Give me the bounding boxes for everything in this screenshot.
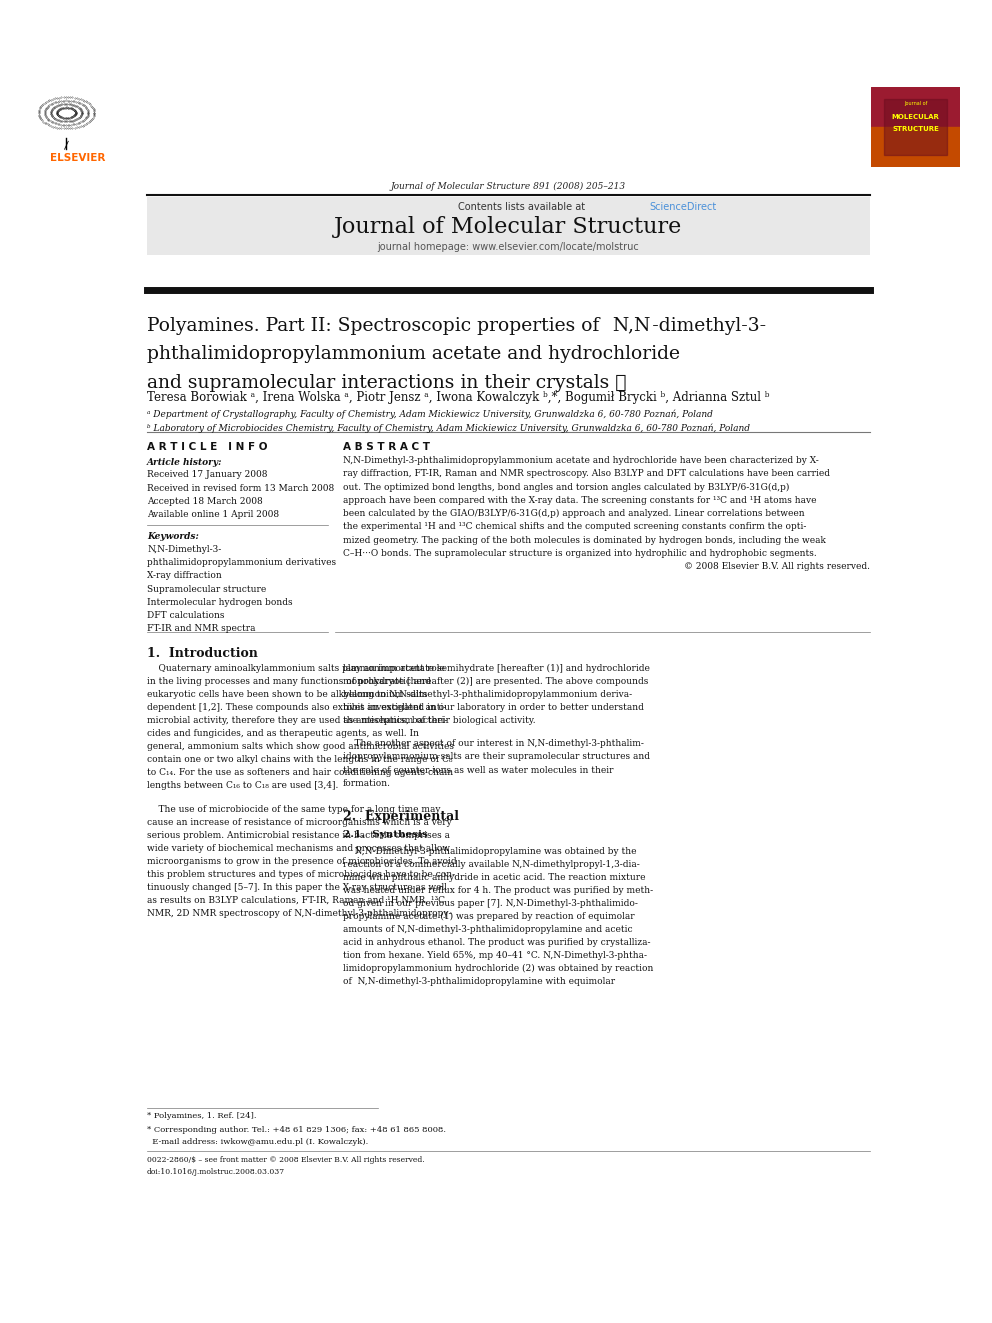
Text: monohydrate [hereafter (2)] are presented. The above compounds: monohydrate [hereafter (2)] are presente… [343, 677, 649, 687]
Text: 1.  Introduction: 1. Introduction [147, 647, 258, 660]
Text: microorganisms to grow in the presence of microbiocides. To avoid: microorganisms to grow in the presence o… [147, 857, 456, 865]
Text: idopropylammonium salts are their supramolecular structures and: idopropylammonium salts are their supram… [343, 753, 650, 762]
Text: in the living processes and many functions of prokaryotic and: in the living processes and many functio… [147, 677, 431, 687]
Text: phthalimidopropylammonium acetate and hydrochloride: phthalimidopropylammonium acetate and hy… [147, 345, 681, 364]
Text: Supramolecular structure: Supramolecular structure [147, 585, 266, 594]
Text: 2.1.  Synthesis: 2.1. Synthesis [343, 831, 428, 839]
Text: ScienceDirect: ScienceDirect [650, 201, 717, 212]
Text: this problem structures and types of microbiocides have to be con-: this problem structures and types of mic… [147, 869, 455, 878]
Bar [871, 127, 960, 167]
Text: cides and fungicides, and as therapeutic agents, as well. In: cides and fungicides, and as therapeutic… [147, 729, 419, 738]
Text: Contents lists available at: Contents lists available at [458, 201, 588, 212]
Text: mized geometry. The packing of the both molecules is dominated by hydrogen bonds: mized geometry. The packing of the both … [343, 536, 826, 545]
Text: phthalimidopropylammonium derivatives: phthalimidopropylammonium derivatives [147, 558, 336, 568]
Text: out. The optimized bond lengths, bond angles and torsion angles calculated by B3: out. The optimized bond lengths, bond an… [343, 483, 790, 492]
Text: E-mail address: iwkow@amu.edu.pl (I. Kowalczyk).: E-mail address: iwkow@amu.edu.pl (I. Kow… [147, 1138, 368, 1146]
Text: X-ray diffraction: X-ray diffraction [147, 572, 222, 581]
Text: Journal of: Journal of [904, 101, 928, 106]
Text: formation.: formation. [343, 778, 391, 787]
Text: acid in anhydrous ethanol. The product was purified by crystalliza-: acid in anhydrous ethanol. The product w… [343, 938, 651, 947]
Text: lammonium acetate semihydrate [hereafter (1)] and hydrochloride: lammonium acetate semihydrate [hereafter… [343, 664, 650, 673]
Text: wide variety of biochemical mechanisms and processes that allow: wide variety of biochemical mechanisms a… [147, 844, 450, 853]
Text: general, ammonium salts which show good antimicrobial activities: general, ammonium salts which show good … [147, 742, 454, 751]
Text: been calculated by the GIAO/B3LYP/6-31G(d,p) approach and analyzed. Linear corre: been calculated by the GIAO/B3LYP/6-31G(… [343, 509, 805, 519]
Text: contain one or two alkyl chains with the lengths in the range of C₈: contain one or two alkyl chains with the… [147, 755, 452, 765]
Text: STRUCTURE: STRUCTURE [892, 127, 939, 132]
Text: journal homepage: www.elsevier.com/locate/molstruc: journal homepage: www.elsevier.com/locat… [378, 242, 639, 253]
Text: ELSEVIER: ELSEVIER [50, 152, 105, 163]
Text: cause an increase of resistance of microorganisms which is a very: cause an increase of resistance of micro… [147, 818, 451, 827]
Text: doi:10.1016/j.molstruc.2008.03.037: doi:10.1016/j.molstruc.2008.03.037 [147, 1168, 285, 1176]
Text: Received in revised form 13 March 2008: Received in revised form 13 March 2008 [147, 484, 334, 492]
Text: 0022-2860/$ – see front matter © 2008 Elsevier B.V. All rights reserved.: 0022-2860/$ – see front matter © 2008 El… [147, 1156, 425, 1164]
Text: od given in our previous paper [7]. N,N-Dimethyl-3-phthalimido-: od given in our previous paper [7]. N,N-… [343, 898, 638, 908]
Text: Journal of Molecular Structure: Journal of Molecular Structure [334, 216, 682, 238]
Text: * Polyamines, 1. Ref. [24].: * Polyamines, 1. Ref. [24]. [147, 1113, 257, 1121]
Text: The use of microbiocide of the same type for a long time may: The use of microbiocide of the same type… [147, 804, 440, 814]
Text: tinuously changed [5–7]. In this paper the X-ray structure as well: tinuously changed [5–7]. In this paper t… [147, 882, 447, 892]
Text: DFT calculations: DFT calculations [147, 611, 224, 620]
Text: Quaternary aminoalkylammonium salts play an important role: Quaternary aminoalkylammonium salts play… [147, 664, 445, 673]
Text: Available online 1 April 2008: Available online 1 April 2008 [147, 511, 279, 519]
Text: of  N,N-dimethyl-3-phthalimidopropylamine with equimolar: of N,N-dimethyl-3-phthalimidopropylamine… [343, 976, 615, 986]
Text: limidopropylammonium hydrochloride (2) was obtained by reaction: limidopropylammonium hydrochloride (2) w… [343, 964, 654, 974]
Text: N,N-Dimethyl-3-phthalimidopropylamine was obtained by the: N,N-Dimethyl-3-phthalimidopropylamine wa… [343, 847, 637, 856]
Text: ᵃ Department of Crystallography, Faculty of Chemistry, Adam Mickiewicz Universit: ᵃ Department of Crystallography, Faculty… [147, 409, 713, 419]
Text: was heated under reflux for 4 h. The product was purified by meth-: was heated under reflux for 4 h. The pro… [343, 885, 654, 894]
Text: Keywords:: Keywords: [147, 532, 199, 541]
Text: © 2008 Elsevier B.V. All rights reserved.: © 2008 Elsevier B.V. All rights reserved… [683, 562, 870, 572]
Text: N,N-Dimethyl-3-phthalimidopropylammonium acetate and hydrochloride have been cha: N,N-Dimethyl-3-phthalimidopropylammonium… [343, 456, 818, 466]
Text: * Corresponding author. Tel.: +48 61 829 1306; fax: +48 61 865 8008.: * Corresponding author. Tel.: +48 61 829… [147, 1126, 446, 1134]
Text: tion from hexane. Yield 65%, mp 40–41 °C. N,N-Dimethyl-3-phtha-: tion from hexane. Yield 65%, mp 40–41 °C… [343, 951, 647, 960]
FancyBboxPatch shape [147, 197, 870, 254]
Text: propylamine acetate (1) was prepared by reaction of equimolar: propylamine acetate (1) was prepared by … [343, 912, 635, 921]
Bar [885, 99, 946, 155]
Text: The another aspect of our interest in N,N-dimethyl-3-phthalim-: The another aspect of our interest in N,… [343, 740, 644, 749]
Text: lengths between C₁₆ to C₁₈ are used [3,4].: lengths between C₁₆ to C₁₈ are used [3,4… [147, 782, 338, 790]
Text: Polyamines. Part II: Spectroscopic properties of   N,N -dimethyl-3-: Polyamines. Part II: Spectroscopic prope… [147, 316, 766, 335]
Text: the experimental ¹H and ¹³C chemical shifts and the computed screening constants: the experimental ¹H and ¹³C chemical shi… [343, 523, 806, 532]
Text: Accepted 18 March 2008: Accepted 18 March 2008 [147, 497, 263, 505]
Text: C–H···O bonds. The supramolecular structure is organized into hydrophilic and hy: C–H···O bonds. The supramolecular struct… [343, 549, 816, 558]
Text: eukaryotic cells have been shown to be alkylammonium salts: eukaryotic cells have been shown to be a… [147, 691, 428, 699]
Text: A R T I C L E   I N F O: A R T I C L E I N F O [147, 442, 268, 452]
Text: belong to N,N-dimethyl-3-phthalimidopropylammonium deriva-: belong to N,N-dimethyl-3-phthalimidoprop… [343, 691, 632, 699]
Text: A B S T R A C T: A B S T R A C T [343, 442, 431, 452]
Text: 2.  Experimental: 2. Experimental [343, 810, 459, 823]
Text: ray diffraction, FT-IR, Raman and NMR spectroscopy. Also B3LYP and DFT calculati: ray diffraction, FT-IR, Raman and NMR sp… [343, 470, 830, 479]
Text: and supramolecular interactions in their crystals ☆: and supramolecular interactions in their… [147, 373, 627, 392]
Text: ᵇ Laboratory of Microbiocides Chemistry, Faculty of Chemistry, Adam Mickiewicz U: ᵇ Laboratory of Microbiocides Chemistry,… [147, 423, 750, 433]
Text: the mechanism of their biological activity.: the mechanism of their biological activi… [343, 716, 536, 725]
Bar [871, 87, 960, 127]
Text: amounts of N,N-dimethyl-3-phthalimidopropylamine and acetic: amounts of N,N-dimethyl-3-phthalimidopro… [343, 925, 633, 934]
Text: NMR, 2D NMR spectroscopy of N,N-dimethyl-3-phthalimidopropy-: NMR, 2D NMR spectroscopy of N,N-dimethyl… [147, 909, 451, 918]
Text: N,N-Dimethyl-3-: N,N-Dimethyl-3- [147, 545, 221, 554]
Text: Received 17 January 2008: Received 17 January 2008 [147, 471, 268, 479]
Text: dependent [1,2]. These compounds also exhibit an excellent anti-: dependent [1,2]. These compounds also ex… [147, 703, 446, 712]
Text: FT-IR and NMR spectra: FT-IR and NMR spectra [147, 624, 256, 634]
Text: mine with phthalic anhydride in acetic acid. The reaction mixture: mine with phthalic anhydride in acetic a… [343, 873, 646, 881]
Text: Article history:: Article history: [147, 458, 222, 467]
Text: MOLECULAR: MOLECULAR [892, 114, 939, 119]
Text: as results on B3LYP calculations, FT-IR, Raman and ¹H NMR, ¹³C: as results on B3LYP calculations, FT-IR,… [147, 896, 445, 905]
Text: approach have been compared with the X-ray data. The screening constants for ¹³C: approach have been compared with the X-r… [343, 496, 816, 505]
Text: to C₁₄. For the use as softeners and hair conditioning agents chain: to C₁₄. For the use as softeners and hai… [147, 769, 453, 778]
Text: Intermolecular hydrogen bonds: Intermolecular hydrogen bonds [147, 598, 293, 607]
Text: serious problem. Antimicrobial resistance in bacteria comprises a: serious problem. Antimicrobial resistanc… [147, 831, 450, 840]
Text: the role of counter-ions as well as water molecules in their: the role of counter-ions as well as wate… [343, 766, 614, 774]
Text: tives investigated in our laboratory in order to better understand: tives investigated in our laboratory in … [343, 703, 644, 712]
Text: Journal of Molecular Structure 891 (2008) 205–213: Journal of Molecular Structure 891 (2008… [391, 183, 626, 192]
Text: reaction of a commercially available N,N-dimethylpropyl-1,3-dia-: reaction of a commercially available N,N… [343, 860, 640, 869]
Text: microbial activity, therefore they are used as antiseptics, bacteri-: microbial activity, therefore they are u… [147, 716, 447, 725]
Text: Teresa Borowiak ᵃ, Irena Wolska ᵃ, Piotr Jensz ᵃ, Iwona Kowalczyk ᵇ,*, Bogumił B: Teresa Borowiak ᵃ, Irena Wolska ᵃ, Piotr… [147, 392, 770, 404]
